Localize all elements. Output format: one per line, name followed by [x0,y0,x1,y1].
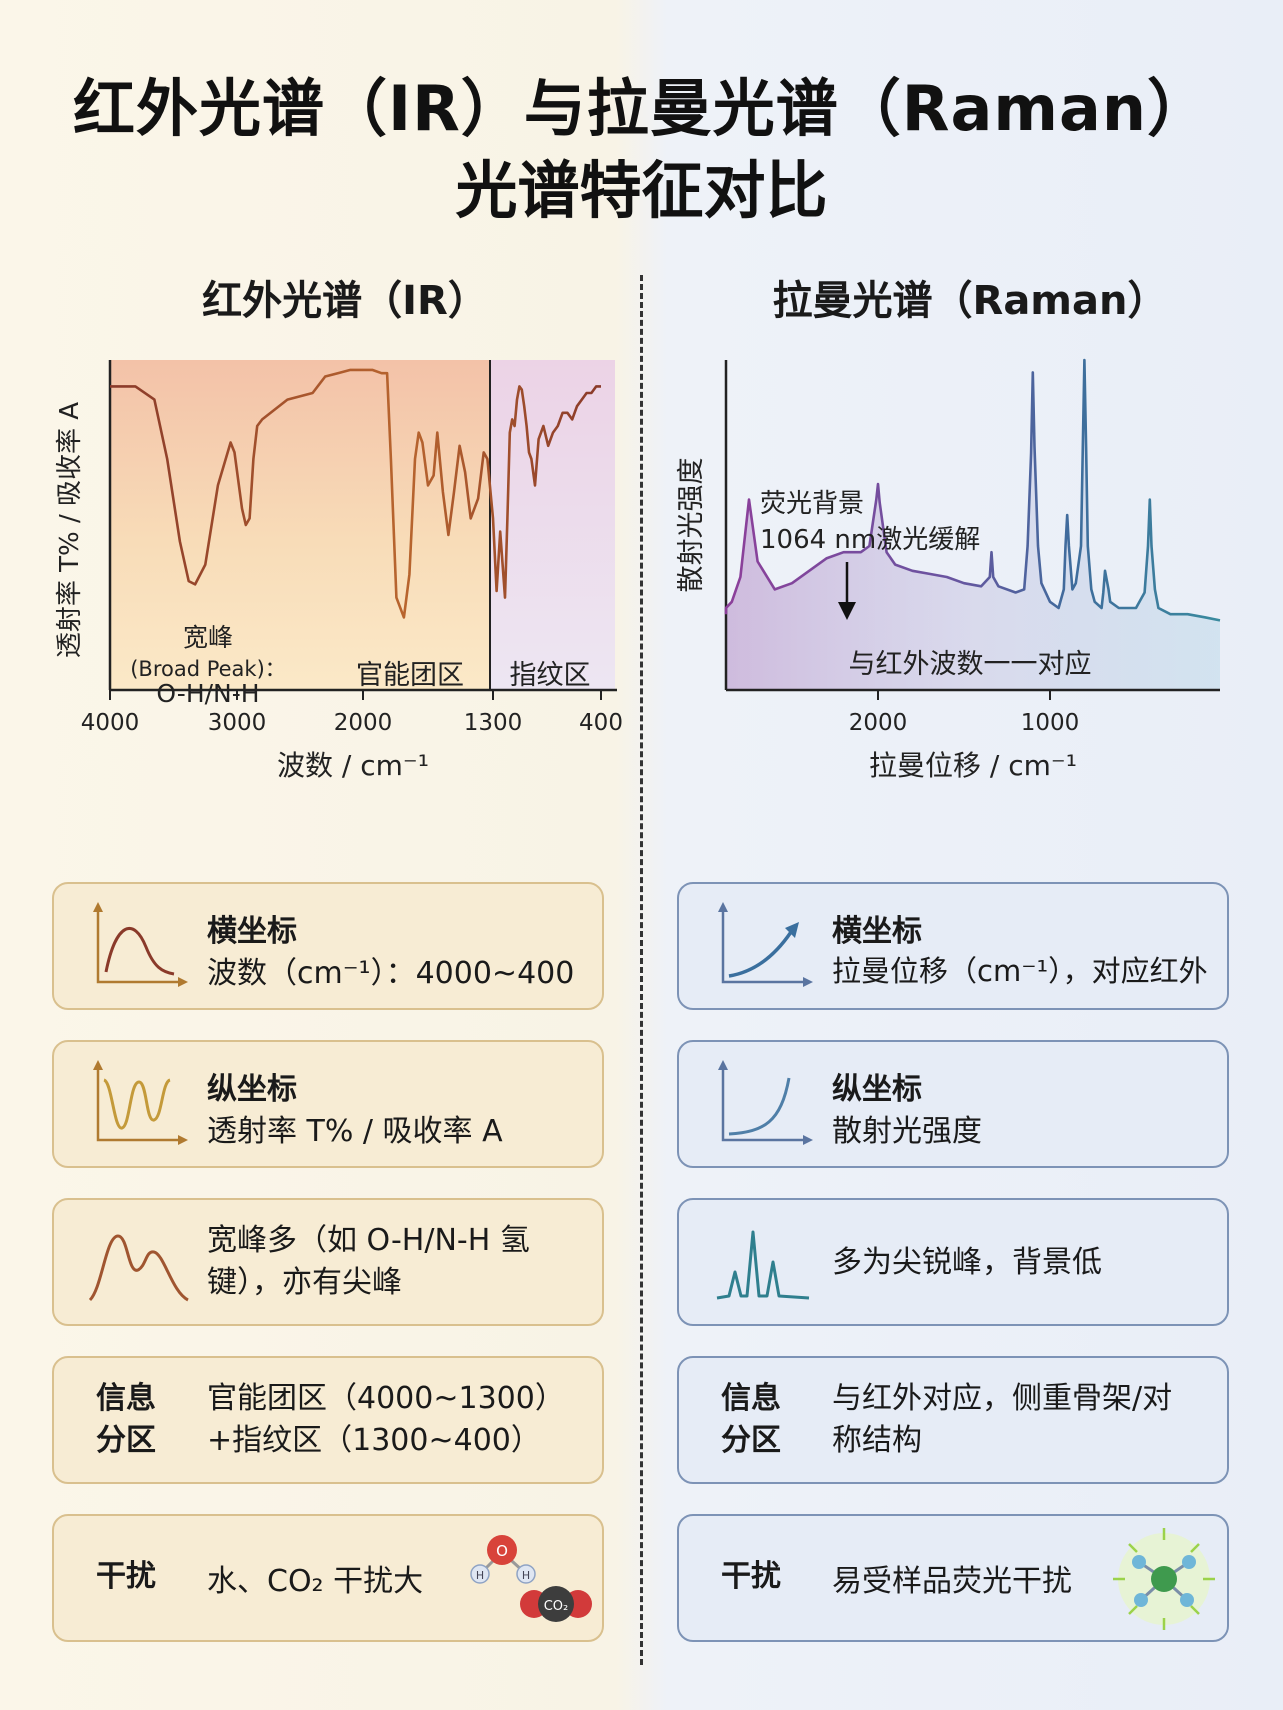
ir-y-axis-card-label: 纵坐标 [207,1072,297,1107]
raman-x-axis-card-value: 拉曼位移（cm⁻¹），对应红外 [832,954,1208,988]
raman-chart: 2000 1000 散射光强度 拉曼位移 / cm⁻¹ 荧光背景 1064 nm激… [676,358,1221,782]
raman-peaks-card: 多为尖锐峰，背景低 [677,1198,1229,1326]
ir-peaks-card-line1: 宽峰多（如 O-H/N-H 氢 [207,1223,530,1258]
ir-annotation-broad-1: 宽峰 [183,623,233,652]
raman-x-axis-label: 拉曼位移 / cm⁻¹ [869,749,1077,782]
ir-regions-card-label1: 信息 [96,1381,156,1416]
raman-x-tick-label: 2000 [849,710,908,736]
ir-peaks-card: 宽峰多（如 O-H/N-H 氢 键），亦有尖峰 [52,1198,604,1326]
raman-x-axis-card-label: 横坐标 [832,914,922,949]
page-title-line2: 光谱特征对比 [455,154,828,227]
page-title-line1: 红外光谱（IR）与拉曼光谱（Raman） [73,72,1210,145]
raman-x-tick-label: 1000 [1021,710,1080,736]
ir-annotation-broad-3: O-H/N-H [156,679,259,708]
ir-region-functional-label: 官能团区 [356,660,464,691]
column-divider [640,275,643,1665]
ir-interference-card-label: 干扰 [96,1559,156,1594]
ir-fingerprint-region-bg [490,360,615,690]
ir-x-tick-label: 3000 [208,710,267,736]
ir-spectrum-line [110,368,601,619]
raman-interference-card-text: 易受样品荧光干扰 [832,1564,1072,1599]
ir-functional-region-bg [110,360,490,690]
ir-regions-card-label2: 分区 [96,1423,156,1458]
raman-spectrum-line [724,358,1221,622]
raman-annotation-1: 荧光背景 [760,489,864,519]
svg-text:H: H [522,1569,530,1582]
wave-axes-icon [93,1060,188,1145]
ir-chart: 4000 3000 2000 1300 400 透射率 T% / 吸收率 A 波数 / … [55,360,623,782]
svg-text:CO₂: CO₂ [544,1599,569,1614]
ir-x-tick-label: 4000 [81,710,140,736]
raman-regions-card-label2: 分区 [721,1423,781,1458]
ir-x-tick-label: 1300 [464,710,523,736]
ir-interference-card-text: 水、CO₂ 干扰大 [207,1564,424,1599]
raman-y-axis-card-value: 散射光强度 [832,1114,982,1149]
raman-annotation-arrow [838,562,856,620]
ir-region-fingerprint-label: 指纹区 [510,660,591,691]
exponential-curve-axes-icon [718,1060,813,1145]
ir-peaks-card-line2: 键），亦有尖峰 [207,1265,402,1300]
sharp-peaks-icon [716,1230,810,1300]
raman-bottom-note: 与红外波数一一对应 [849,649,1092,680]
ir-y-axis-card: 纵坐标 透射率 T% / 吸收率 A [52,1040,604,1168]
ir-y-axis-card-value: 透射率 T% / 吸收率 A [207,1114,503,1149]
ir-x-axis-label: 波数 / cm⁻¹ [277,749,429,782]
raman-y-axis-label: 散射光强度 [676,458,707,593]
broad-peak-icon [88,1234,189,1302]
raman-x-axis-card: 横坐标 拉曼位移（cm⁻¹），对应红外 [677,882,1229,1010]
raman-regions-card-label1: 信息 [721,1381,781,1416]
ir-annotation-broad-2: (Broad Peak)： [130,657,286,681]
raman-regions-card-line2: 称结构 [832,1423,922,1458]
svg-text:O: O [496,1542,508,1560]
raman-regions-card-line1: 与红外对应，侧重骨架/对 [832,1381,1173,1416]
raman-peaks-card-text: 多为尖锐峰，背景低 [832,1245,1102,1280]
ir-x-axis-card-value: 波数（cm⁻¹）：4000~400 [207,956,575,991]
ir-regions-card-line1: 官能团区（4000~1300） [207,1381,565,1416]
raman-y-axis-card-label: 纵坐标 [832,1072,922,1107]
rising-curve-axes-icon [718,902,813,987]
raman-y-axis-card: 纵坐标 散射光强度 [677,1040,1229,1168]
ir-regions-card: 信息 分区 官能团区（4000~1300） +指纹区（1300~400） [52,1356,604,1484]
raman-heading: 拉曼光谱（Raman） [772,278,1168,324]
fluorescent-molecule-icon [1113,1528,1215,1630]
ir-interference-card: 干扰 水、CO₂ 干扰大 O H H CO₂ [52,1514,604,1642]
ir-y-axis-label: 透射率 T% / 吸收率 A [55,402,85,658]
ir-x-axis-card: 横坐标 波数（cm⁻¹）：4000~400 [52,882,604,1010]
ir-regions-card-line2: +指纹区（1300~400） [207,1423,541,1458]
raman-interference-card: 干扰 易受样品荧光干扰 [677,1514,1229,1642]
ir-x-axis-card-label: 横坐标 [207,914,297,949]
ir-x-tick-label: 400 [579,710,623,736]
ir-x-tick-label: 2000 [334,710,393,736]
ir-heading: 红外光谱（IR） [202,278,488,324]
curve-axes-icon [93,902,188,987]
raman-regions-card: 信息 分区 与红外对应，侧重骨架/对 称结构 [677,1356,1229,1484]
raman-annotation-2: 1064 nm激光缓解 [760,525,980,555]
raman-interference-card-label: 干扰 [721,1559,781,1594]
water-co2-molecule-icon: O H H CO₂ [470,1535,592,1622]
svg-text:H: H [476,1569,484,1582]
